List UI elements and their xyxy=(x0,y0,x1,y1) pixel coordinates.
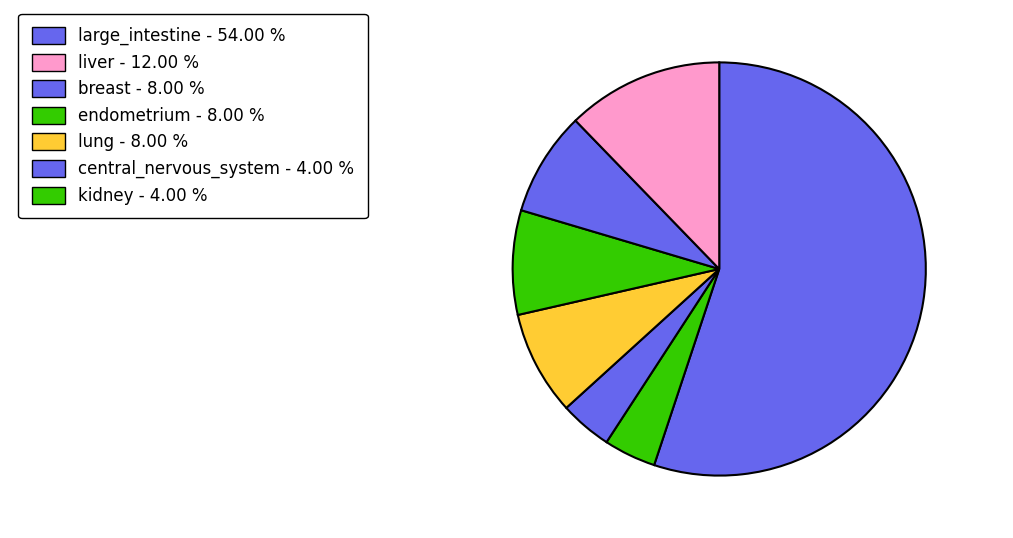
Legend: large_intestine - 54.00 %, liver - 12.00 %, breast - 8.00 %, endometrium - 8.00 : large_intestine - 54.00 %, liver - 12.00… xyxy=(18,13,368,218)
Wedge shape xyxy=(566,269,719,442)
Wedge shape xyxy=(521,121,719,269)
Wedge shape xyxy=(607,269,719,465)
Wedge shape xyxy=(518,269,719,408)
Wedge shape xyxy=(654,62,926,476)
Wedge shape xyxy=(513,210,719,315)
Wedge shape xyxy=(575,62,719,269)
